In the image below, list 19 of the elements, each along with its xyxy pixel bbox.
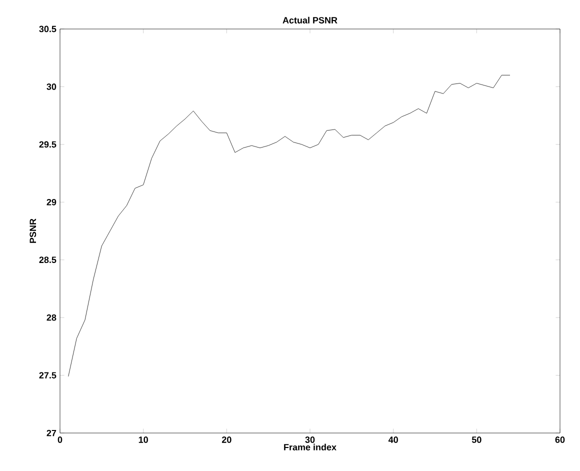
x-tick-label: 20 — [222, 436, 232, 443]
y-tick-label: 30 — [46, 84, 56, 90]
x-tick-label: 10 — [138, 436, 148, 443]
y-tick-label: 30.5 — [39, 26, 56, 32]
x-tick-label: 50 — [472, 436, 482, 443]
chart-title: Actual PSNR — [282, 16, 338, 24]
x-tick-label: 30 — [305, 436, 315, 443]
x-tick-label: 40 — [388, 436, 398, 443]
x-tick-label: 0 — [58, 436, 62, 443]
y-axis-title: PSNR — [30, 218, 36, 243]
x-tick-label: 60 — [555, 436, 565, 443]
y-tick-label: 27.5 — [39, 372, 56, 378]
y-tick-label: 28 — [46, 314, 56, 321]
y-tick-label: 29.5 — [39, 141, 56, 148]
line-series — [68, 74, 510, 377]
y-tick-label: 28.5 — [39, 256, 56, 264]
y-tick-label: 29 — [46, 198, 56, 206]
x-axis-title: Frame index — [284, 444, 336, 450]
y-tick-label: 27 — [46, 430, 56, 436]
